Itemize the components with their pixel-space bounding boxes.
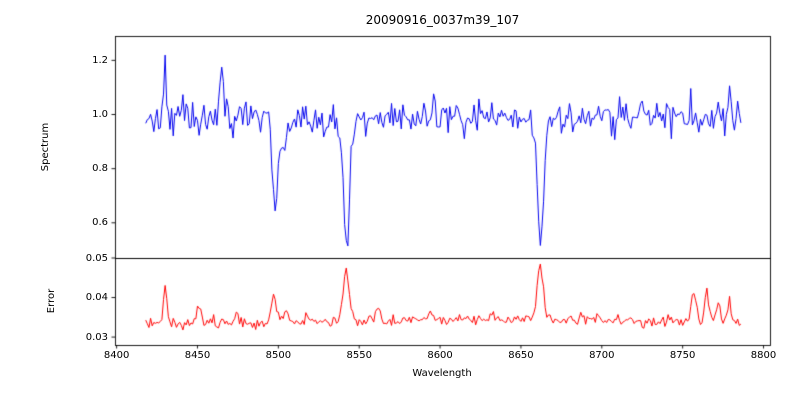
x-tick-label: 8450 <box>184 350 211 361</box>
x-tick-label: 8700 <box>589 350 615 361</box>
error-axis-label: Error <box>46 288 57 314</box>
spectrum-y-tick-label: 0.6 <box>92 217 108 229</box>
x-tick-label: 8400 <box>103 350 130 361</box>
error-y-tick-label: 0.03 <box>85 331 108 343</box>
chart-title: 20090916_0037m39_107 <box>365 13 520 27</box>
spectrum-axis-label: Spectrum <box>40 122 51 172</box>
x-tick-label: 8500 <box>265 350 292 361</box>
spectrum-y-tick-label: 1.0 <box>92 109 108 120</box>
x-tick-label: 8550 <box>346 350 372 361</box>
x-tick-label: 8750 <box>669 350 696 361</box>
spectrum-y-tick-label: 1.2 <box>92 54 108 66</box>
wavelength-axis-label: Wavelength <box>412 368 472 379</box>
x-tick-label: 8650 <box>508 350 534 361</box>
spectrum-y-tick-label: 0.8 <box>92 163 108 175</box>
error-y-tick-label: 0.04 <box>85 292 108 304</box>
error-y-tick-label: 0.05 <box>85 252 108 264</box>
x-tick-label: 8800 <box>750 350 777 361</box>
x-tick-label: 8600 <box>427 350 453 361</box>
